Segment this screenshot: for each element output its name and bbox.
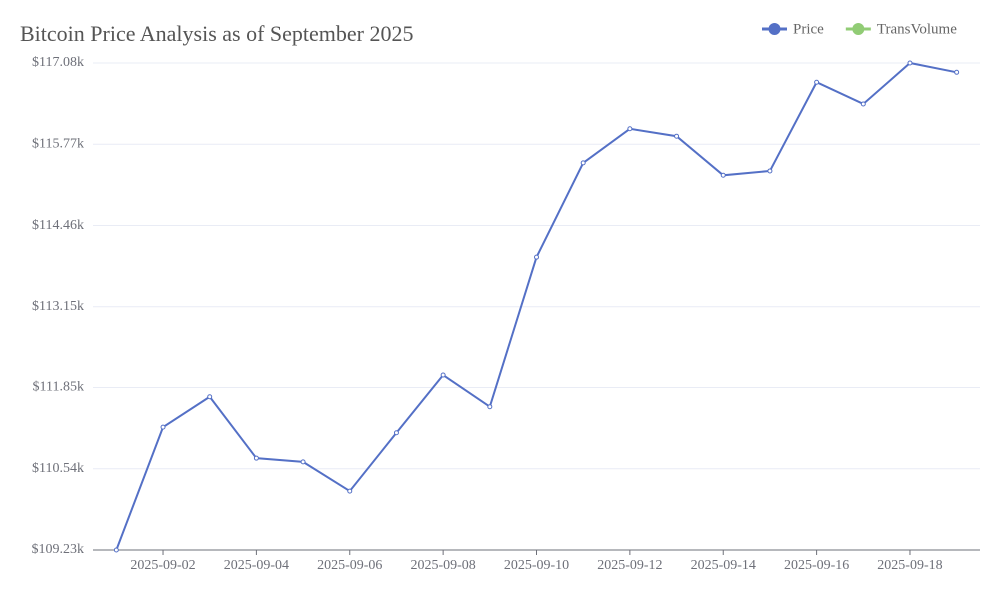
legend-item[interactable]: TransVolume	[845, 21, 957, 37]
legend-item[interactable]: Price	[762, 21, 824, 37]
data-point	[487, 404, 493, 410]
data-point	[347, 488, 353, 494]
y-tick-label: $111.85k	[33, 380, 84, 395]
legend-label[interactable]: Price	[793, 21, 824, 37]
data-point	[253, 455, 259, 461]
chart-title: Bitcoin Price Analysis as of September 2…	[20, 21, 414, 46]
data-point	[860, 101, 866, 107]
x-tick-label: 2025-09-18	[877, 558, 942, 573]
data-point	[580, 160, 586, 166]
data-point	[440, 372, 446, 378]
data-point	[814, 79, 820, 85]
data-point	[720, 172, 726, 178]
x-tick-label: 2025-09-14	[691, 558, 756, 573]
data-point	[160, 424, 166, 430]
x-tick-label: 2025-09-16	[784, 558, 849, 573]
data-point	[954, 69, 960, 75]
x-tick-label: 2025-09-06	[317, 558, 382, 573]
data-point	[674, 133, 680, 139]
data-point	[627, 126, 633, 132]
y-tick-label: $114.46k	[32, 218, 84, 233]
y-tick-label: $117.08k	[32, 55, 84, 70]
y-tick-label: $113.15k	[32, 299, 84, 314]
x-tick-label: 2025-09-08	[410, 558, 475, 573]
data-point	[907, 60, 913, 66]
legend-swatch-dot[interactable]	[852, 23, 865, 35]
y-tick-label: $109.23k	[32, 542, 85, 557]
data-point	[113, 547, 119, 553]
y-tick-label: $110.54k	[32, 461, 84, 476]
data-point	[767, 168, 773, 174]
data-point	[300, 459, 306, 465]
data-point	[393, 430, 399, 436]
legend-label[interactable]: TransVolume	[877, 21, 957, 37]
data-point	[534, 254, 539, 260]
y-tick-label: $115.77k	[32, 136, 84, 151]
x-tick-label: 2025-09-04	[224, 558, 289, 573]
legend-swatch-dot[interactable]	[768, 23, 781, 35]
data-point	[207, 394, 213, 400]
x-tick-label: 2025-09-02	[130, 558, 195, 573]
x-tick-label: 2025-09-12	[597, 558, 662, 573]
x-tick-label: 2025-09-10	[504, 558, 569, 573]
